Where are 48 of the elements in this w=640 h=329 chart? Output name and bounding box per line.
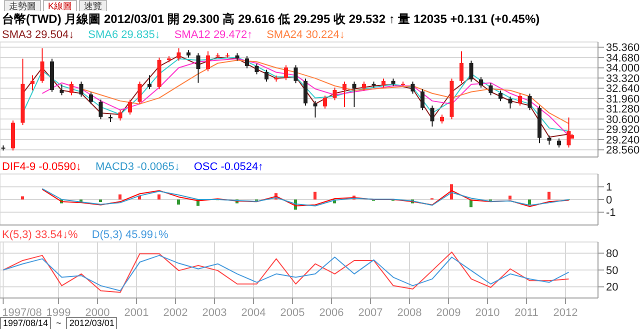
x-tick-label: 2009	[436, 307, 461, 319]
text: K線圖	[43, 0, 78, 11]
y-tick-label: 29.240	[606, 134, 640, 146]
text: SMA24 30.224↓	[266, 29, 345, 41]
text: 走勢圖	[4, 0, 41, 11]
y-tick-label: 80	[606, 248, 618, 260]
x-tick-label: 2008	[397, 307, 422, 319]
series-label: MACD3 -0.0065↓	[95, 161, 180, 173]
y-tick-label: 28.560	[606, 144, 640, 157]
x-tick-label: 2005	[280, 307, 305, 319]
y-tick-label: 20	[606, 282, 618, 294]
x-tick-label: 2010	[475, 307, 500, 319]
y-tick-label: 33.320	[606, 72, 640, 85]
y-tick-label: 50	[606, 264, 618, 277]
x-tick-label: 2000	[85, 307, 110, 319]
x-tick-label: 2001	[124, 307, 149, 319]
y-tick-label: 34.000	[606, 62, 640, 75]
series-label: K(5,3) 33.54↓%	[2, 229, 78, 241]
y-tick-label: 31.280	[606, 104, 640, 116]
y-tick-label: 31.960	[606, 93, 640, 106]
series-label: SMA12 29.472↑	[174, 29, 253, 41]
text: DIF4-9 -0.0590↓	[2, 161, 82, 173]
x-tick-label: 2004	[241, 307, 266, 319]
x-tick-label: 2006	[319, 307, 344, 319]
y-tick-label: 0	[606, 194, 612, 206]
y-tick-label: 1	[606, 182, 612, 194]
text: OSC -0.0524↑	[194, 161, 264, 173]
x-tick-label: 2012	[553, 307, 578, 319]
text: 速覽	[79, 0, 108, 11]
x-tick-label: 1999	[46, 307, 71, 319]
x-tick-label: 2002	[163, 307, 188, 319]
y-tick-label: 35.360	[606, 42, 640, 54]
y-tick-label: 32.640	[606, 83, 640, 96]
y-tick-label: 34.680	[606, 52, 640, 64]
y-tick-label: 30.600	[606, 114, 640, 126]
x-tick-label: 1997/08	[2, 307, 42, 319]
text: 1997/08/14	[0, 317, 52, 329]
x-tick-label: 2011	[514, 307, 538, 319]
series-label: D(5,3) 45.99↓%	[92, 229, 168, 241]
y-tick-label: -1	[606, 207, 616, 220]
x-tick-label: 2007	[358, 307, 383, 319]
y-tick-label: 29.920	[606, 124, 640, 136]
x-tick-label: 2003	[202, 307, 227, 319]
text: SMA3 29.504↓	[2, 29, 74, 41]
chart-title: 台幣(TWD) 月線圖 2012/03/01 開 29.300 高 29.616 低 29.295 收 29.532 ↑ 量 12035 +0.131 (+0.45%)	[2, 12, 540, 27]
text: ~	[54, 318, 64, 329]
text: SMA6 29.835↓	[88, 29, 160, 41]
text: 2012/03/01	[66, 317, 118, 329]
